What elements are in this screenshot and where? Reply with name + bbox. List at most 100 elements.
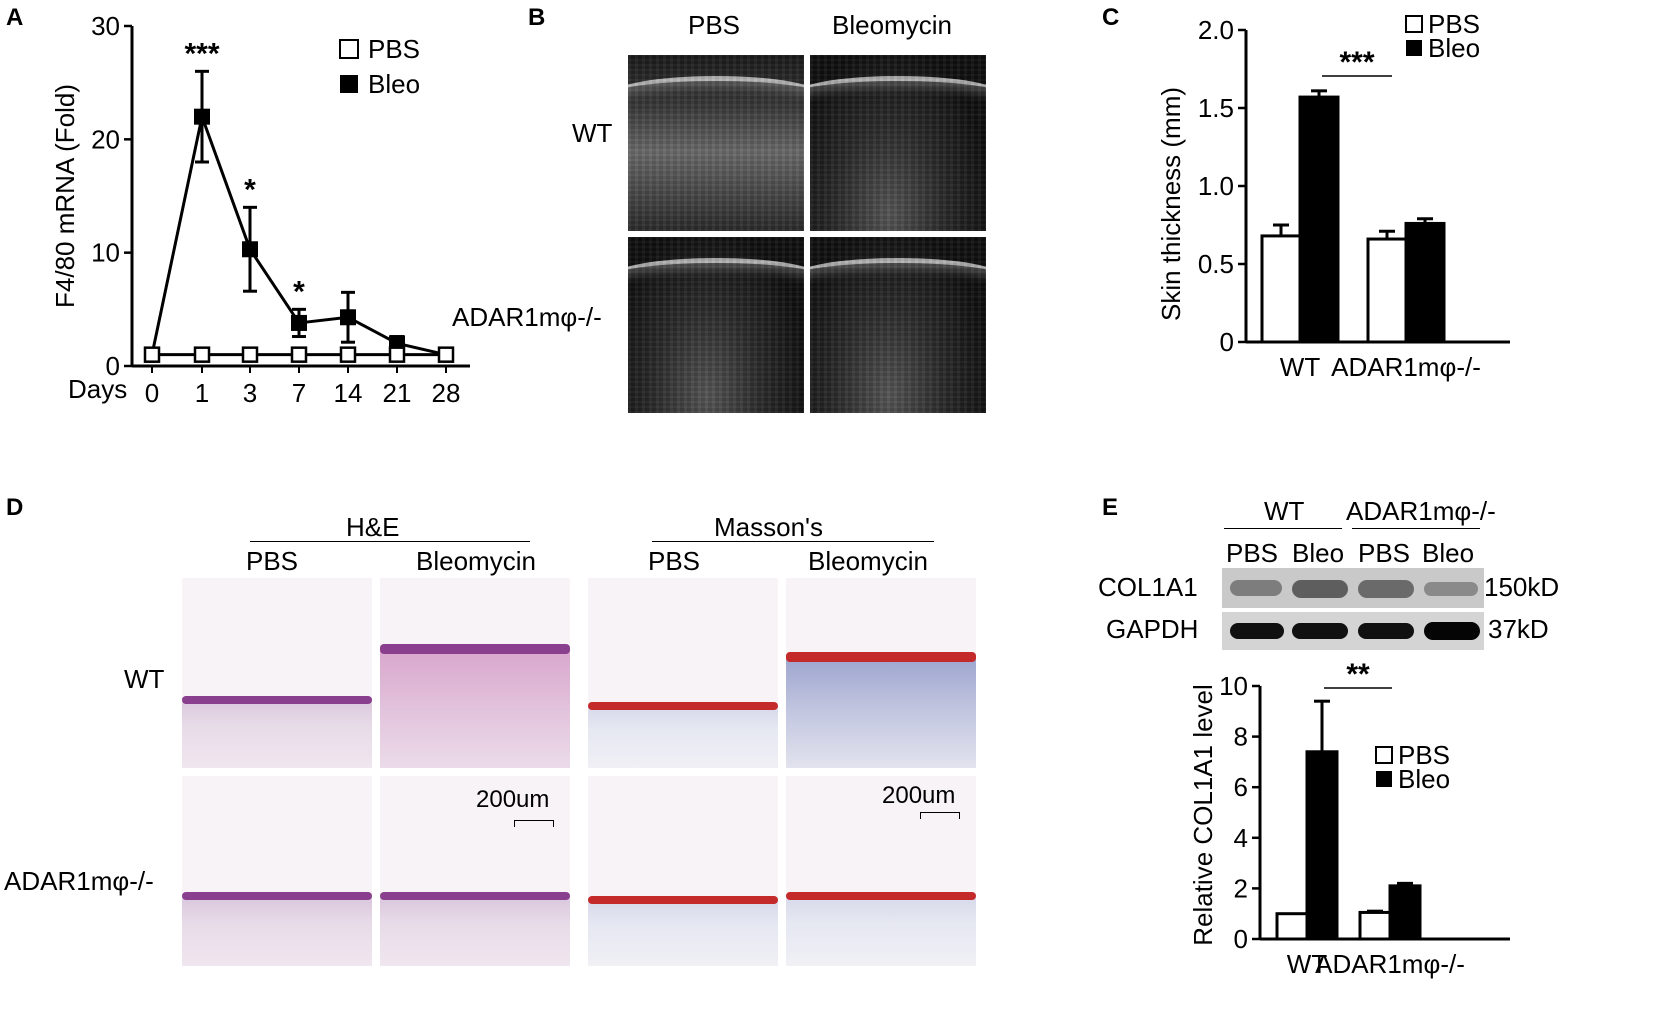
e-lane-bleo-wt: Bleo bbox=[1292, 538, 1345, 568]
d-col-pbs-masson: PBS bbox=[648, 546, 701, 576]
band-gapdh-ko-pbs bbox=[1358, 623, 1414, 639]
a-x-tick-label: 14 bbox=[334, 378, 363, 408]
e-bar-bleo bbox=[1388, 884, 1422, 941]
histology-he-ko-bleomycin bbox=[380, 776, 570, 966]
a-x-tick-label: 28 bbox=[432, 378, 461, 408]
a-pbs-point bbox=[143, 346, 161, 363]
e-37kd-label: 37kD bbox=[1488, 614, 1549, 644]
e-lane-pbs-wt: PBS bbox=[1226, 538, 1279, 568]
a-pbs-point bbox=[193, 346, 211, 363]
band-gapdh-wt-bleo bbox=[1292, 623, 1348, 639]
c-bar-bleo bbox=[1404, 221, 1446, 344]
a-legend-swatch-pbs bbox=[339, 39, 359, 59]
chart-c: 0 0.5 1.0 1.5 2.0 Skin thickness (mm) WT ADAR1m… bbox=[1156, 9, 1510, 382]
c-x-tick-label: ADAR1mφ-/- bbox=[1331, 352, 1481, 382]
a-legend-label-bleo: Bleo bbox=[368, 69, 420, 99]
e-significance: ** bbox=[1346, 658, 1370, 691]
d-scale-label-masson: 200um bbox=[882, 782, 956, 809]
a-y-tick-label: 0 bbox=[106, 351, 120, 381]
c-y-tick-label: 1.0 bbox=[1198, 171, 1234, 201]
panel-e-letter: E bbox=[1102, 494, 1119, 521]
d-scale-bar-he bbox=[514, 820, 554, 827]
d-col-bleo-masson: Bleomycin bbox=[808, 546, 928, 576]
a-y-tick-label: 20 bbox=[91, 124, 120, 154]
histology-he-wt-bleomycin bbox=[380, 578, 570, 768]
e-gapdh-label: GAPDH bbox=[1106, 614, 1199, 644]
c-y-tick-label: 0.5 bbox=[1198, 249, 1234, 279]
d-masson-rule bbox=[652, 541, 934, 542]
c-y-tick-label: 2.0 bbox=[1198, 15, 1234, 45]
histology-masson-wt-pbs bbox=[588, 578, 778, 768]
e-legend-label-pbs: PBS bbox=[1398, 740, 1450, 770]
ultrasound-wt-bleomycin bbox=[810, 55, 986, 231]
b-row-wt: WT bbox=[572, 118, 613, 148]
e-col1a1-label: COL1A1 bbox=[1098, 572, 1198, 602]
a-bleo-point bbox=[242, 241, 258, 258]
a-bleo-point bbox=[291, 314, 307, 331]
a-y-tick-label: 10 bbox=[91, 238, 120, 268]
e-y-tick-label: 8 bbox=[1234, 722, 1248, 752]
d-col-pbs-he: PBS bbox=[246, 546, 299, 576]
histology-he-ko-pbs bbox=[182, 776, 372, 966]
e-y-tick-label: 6 bbox=[1234, 772, 1248, 802]
a-x-tick-label: 1 bbox=[195, 378, 209, 408]
d-he-rule bbox=[250, 541, 530, 542]
a-bleo-point bbox=[194, 108, 210, 125]
e-y-tick-label: 0 bbox=[1234, 924, 1248, 954]
e-bar-pbs bbox=[1358, 910, 1392, 941]
e-x-tick-label: WT bbox=[1287, 949, 1328, 979]
e-group-ko: ADAR1mφ-/- bbox=[1346, 496, 1496, 526]
c-bar-pbs bbox=[1260, 234, 1302, 344]
c-bar-bleo bbox=[1298, 95, 1340, 344]
d-masson-header: Masson's bbox=[714, 512, 824, 542]
ultrasound-wt-pbs bbox=[628, 55, 804, 231]
e-y-axis-label: Relative COL1A1 level bbox=[1188, 684, 1218, 946]
histology-masson-ko-bleomycin bbox=[786, 776, 976, 966]
a-significance: * bbox=[244, 173, 256, 206]
a-x-tick-label: 7 bbox=[292, 378, 306, 408]
a-y-axis-label: F4/80 mRNA (Fold) bbox=[50, 84, 80, 308]
band-col1a1-ko-bleo bbox=[1424, 582, 1478, 596]
histology-masson-wt-bleomycin bbox=[786, 578, 976, 768]
a-x-tick-label: 3 bbox=[243, 378, 257, 408]
band-gapdh-ko-bleo bbox=[1424, 622, 1480, 640]
band-col1a1-ko-pbs bbox=[1358, 580, 1414, 598]
e-group-ko-rule bbox=[1352, 528, 1480, 529]
ultrasound-ko-bleomycin bbox=[810, 237, 986, 413]
panel-b-letter: B bbox=[528, 4, 546, 31]
panel-a-letter: A bbox=[6, 4, 24, 31]
e-bar-bleo bbox=[1305, 750, 1339, 941]
a-x-tick-label: 21 bbox=[383, 378, 412, 408]
d-row-wt: WT bbox=[124, 664, 165, 694]
e-y-tick-label: 4 bbox=[1234, 823, 1248, 853]
a-bleo-point bbox=[340, 309, 356, 326]
western-blot-col1a1 bbox=[1222, 568, 1484, 608]
ultrasound-ko-pbs bbox=[628, 237, 804, 413]
b-col-bleomycin: Bleomycin bbox=[832, 10, 952, 40]
a-y-tick-label: 30 bbox=[91, 11, 120, 41]
d-scale-bar-masson bbox=[920, 812, 960, 819]
band-col1a1-wt-pbs bbox=[1230, 580, 1282, 596]
c-legend-swatch-bleo bbox=[1406, 40, 1422, 56]
a-legend-swatch-bleo bbox=[340, 75, 358, 93]
histology-he-wt-pbs bbox=[182, 578, 372, 768]
a-legend-label-pbs: PBS bbox=[368, 34, 420, 64]
e-group-wt-rule bbox=[1224, 528, 1342, 529]
a-x-tick-label: 0 bbox=[145, 378, 159, 408]
e-lane-bleo-ko: Bleo bbox=[1422, 538, 1475, 568]
e-legend-swatch-pbs bbox=[1375, 746, 1393, 764]
c-x-tick-label: WT bbox=[1280, 352, 1321, 382]
e-x-tick-label: ADAR1mφ-/- bbox=[1315, 949, 1465, 979]
e-150kd-label: 150kD bbox=[1484, 572, 1560, 602]
band-col1a1-wt-bleo bbox=[1292, 580, 1348, 598]
d-row-ko: ADAR1mφ-/- bbox=[4, 866, 154, 896]
a-pbs-point bbox=[290, 346, 308, 363]
e-bar-pbs bbox=[1275, 912, 1309, 941]
c-legend-swatch-pbs bbox=[1405, 15, 1423, 33]
c-y-axis-label: Skin thickness (mm) bbox=[1156, 87, 1186, 321]
d-he-header: H&E bbox=[346, 512, 400, 542]
band-gapdh-wt-pbs bbox=[1230, 623, 1284, 639]
e-group-wt: WT bbox=[1264, 496, 1305, 526]
b-row-ko: ADAR1mφ-/- bbox=[452, 302, 602, 332]
